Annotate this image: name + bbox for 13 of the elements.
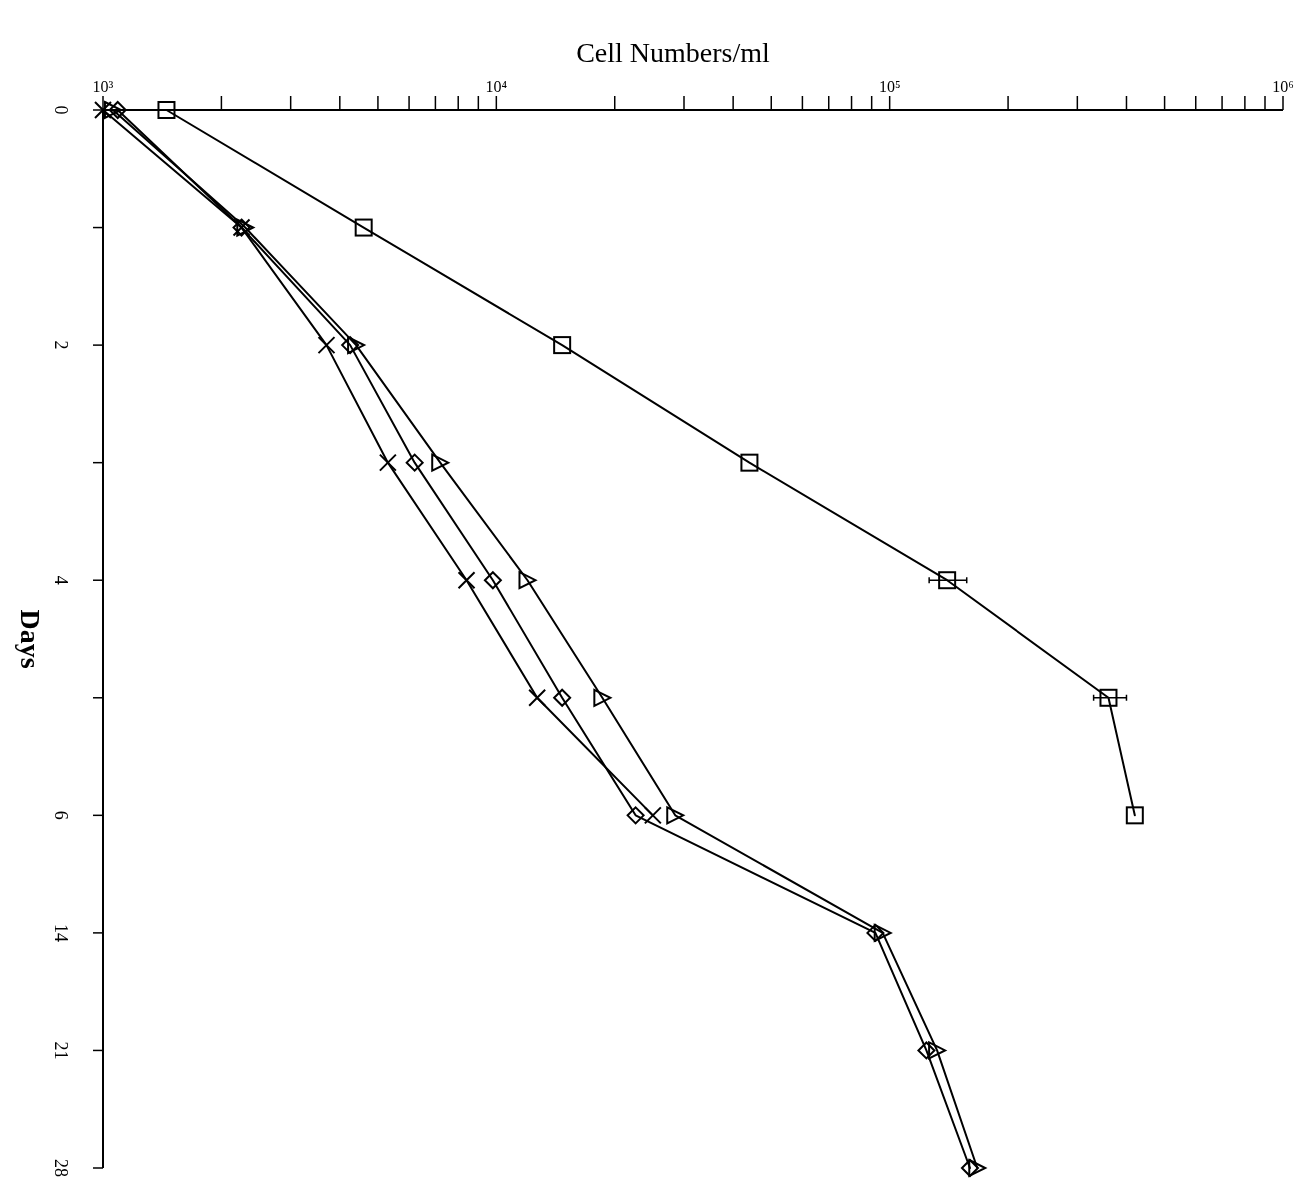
y-axis-title: Days [14, 609, 46, 669]
y-tick-label: 6 [51, 810, 71, 820]
x-tick-label: 10³ [92, 78, 114, 95]
y-tick-label: 21 [51, 1041, 71, 1060]
y-tick-label: 14 [51, 923, 71, 942]
x-tick-label: 10⁴ [485, 78, 508, 95]
y-tick-label: 4 [51, 575, 71, 585]
x-tick-label: 10⁶ [1272, 78, 1294, 95]
y-tick-label: 0 [51, 105, 71, 115]
y-tick-label: 2 [51, 340, 71, 350]
y-tick-label: 28 [51, 1159, 71, 1177]
x-tick-label: 10⁵ [878, 78, 901, 95]
x-axis-title: Cell Numbers/ml [576, 37, 771, 68]
